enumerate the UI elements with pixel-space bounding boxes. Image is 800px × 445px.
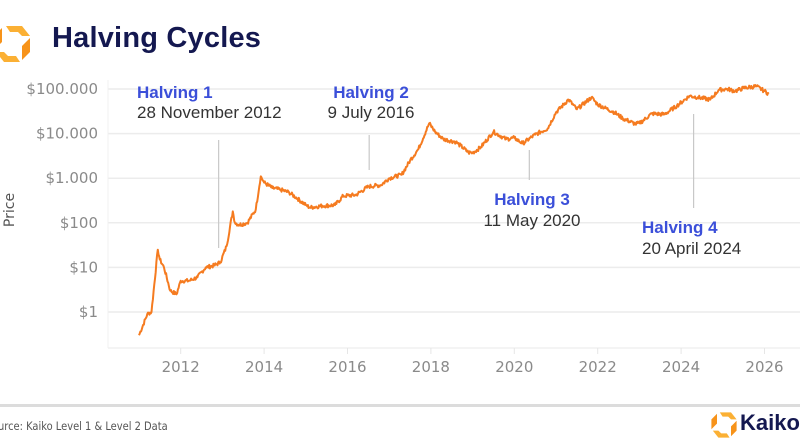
x-tick-label: 2018 [412,358,450,376]
halving-markers [218,114,695,248]
y-tick-label: $10 [69,258,98,276]
kaiko-logo-icon [0,26,30,62]
halving-label: Halving 2 [333,83,409,102]
price-chart: $1$10$100$1.000$10.000$100.000 2012 2014 2… [2,80,800,376]
title-bar: Halving Cycles [0,14,800,64]
y-tick-label: $100 [60,214,98,232]
footer-kaiko-logo-icon [711,412,737,438]
halving-label: Halving 1 [137,83,213,102]
x-tick-label: 2022 [579,358,617,376]
x-tick-label: 2026 [745,358,783,376]
y-tick-label: $10.000 [36,125,98,143]
halving-date: 20 April 2024 [642,239,741,258]
halving-label: Halving 4 [642,218,718,237]
gridlines [107,80,800,349]
y-tick-label: $1 [79,303,98,321]
x-tick-label: 2024 [662,358,700,376]
source-note: urce: Kaiko Level 1 & Level 2 Data [0,419,168,433]
price-line [138,84,770,336]
x-tick-label: 2012 [162,358,200,376]
page-title: Halving Cycles [52,22,262,54]
y-axis: $1 $10 $100 $1.000 $10.000 $100.000 [26,80,98,321]
x-axis: 2012 2014 2016 2018 2020 2022 2024 2026 [162,348,784,376]
halving-date: 11 May 2020 [483,211,580,230]
x-tick-label: 2014 [245,358,283,376]
footer-divider [0,404,800,407]
y-axis-title: Price [2,193,18,227]
halving-date: 28 November 2012 [137,103,282,122]
halving-label: Halving 3 [494,190,570,209]
x-tick-label: 2020 [495,358,533,376]
halving-date: 9 July 2016 [328,103,415,122]
halving-annotations: Halving 128 November 2012 Halving 29 July… [137,83,741,258]
x-tick-label: 2016 [328,358,366,376]
y-tick-label: $1.000 [46,169,99,187]
footer-brand: Kaiko [740,410,800,435]
y-tick-label: $100.000 [26,80,98,98]
